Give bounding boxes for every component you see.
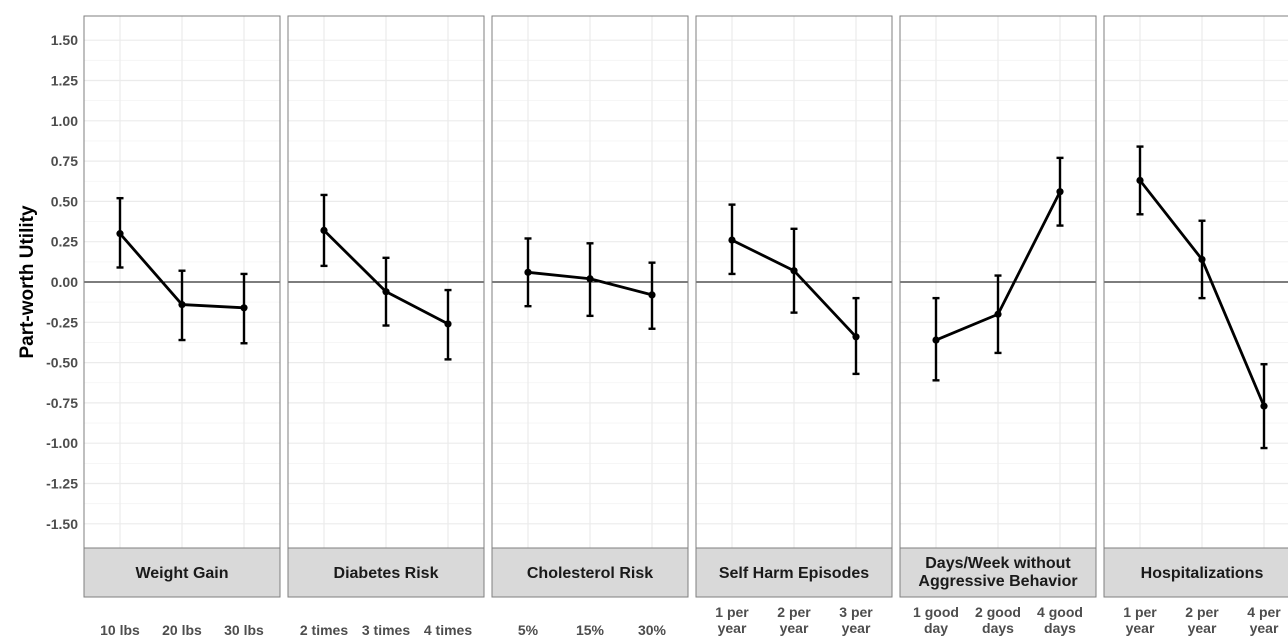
data-point [728, 236, 736, 244]
x-tick-label: day [924, 620, 948, 636]
facet-panel: Weight Gain 10 lbs 20 lbs 30 lbs [83, 15, 281, 637]
facet-label: Weight Gain [135, 565, 228, 582]
data-point [1260, 402, 1268, 410]
x-tick-label: year [1126, 620, 1155, 636]
facet-strip [695, 547, 893, 598]
y-tick-label: 1.25 [51, 72, 78, 88]
x-tick-label: year [842, 620, 871, 636]
data-point [1136, 176, 1144, 185]
x-tick-label: year [1188, 620, 1217, 636]
facet-label: Self Harm Episodes [719, 565, 869, 582]
facet-strip [1103, 547, 1288, 598]
data-point [790, 267, 798, 275]
facet-strip [83, 547, 281, 598]
data-point [586, 275, 594, 283]
y-tick-label: 1.50 [51, 32, 78, 48]
data-point [240, 304, 248, 312]
facet-label: Days/Week without [925, 555, 1071, 572]
data-point [648, 291, 656, 299]
x-tick-label: year [718, 620, 747, 636]
data-point [524, 268, 532, 276]
x-tick-label: 20 lbs [162, 622, 202, 637]
x-tick-label: 30 lbs [224, 622, 264, 637]
x-tick-label: 2 times [300, 622, 348, 637]
facet-panel: Cholesterol Risk 5% 15% 30% [491, 15, 689, 637]
x-tick-label: 2 per [1185, 604, 1219, 620]
y-tick-label: -0.50 [46, 355, 78, 371]
data-point [932, 336, 940, 344]
data-point [178, 300, 186, 309]
x-tick-label: 1 per [1123, 604, 1157, 620]
y-tick-label: 0.75 [51, 153, 78, 169]
x-tick-label: days [982, 620, 1014, 636]
y-tick-label: -0.25 [46, 314, 78, 330]
x-tick-label: 30% [638, 622, 667, 637]
y-tick-label: -1.50 [46, 516, 78, 532]
x-tick-label: 4 good [1037, 604, 1083, 620]
facet-label: Hospitalizations [1141, 565, 1264, 582]
x-tick-label: 10 lbs [100, 622, 140, 637]
x-tick-label: days [1044, 620, 1076, 636]
x-tick-label: year [780, 620, 809, 636]
data-point [994, 310, 1002, 318]
y-tick-label: 0.00 [51, 274, 78, 290]
facet-panel: Diabetes Risk 2 times 3 times 4 times [287, 15, 485, 637]
facet-strip [491, 547, 689, 598]
data-point [382, 288, 390, 296]
x-tick-label: 2 good [975, 604, 1021, 620]
data-point [116, 230, 124, 238]
data-point [320, 226, 328, 235]
x-tick-label: 1 good [913, 604, 959, 620]
y-tick-label: 1.00 [51, 113, 78, 129]
data-point [1198, 255, 1206, 264]
data-point [852, 333, 860, 341]
x-tick-label: 3 times [362, 622, 410, 637]
x-tick-label: 4 times [424, 622, 472, 637]
y-tick-label: -1.00 [46, 435, 78, 451]
x-tick-label: year [1250, 620, 1279, 636]
facet-label: Cholesterol Risk [527, 565, 653, 582]
data-point [444, 320, 452, 328]
facet-strip [899, 547, 1097, 598]
y-tick-label: 0.50 [51, 193, 78, 209]
facet-label: Aggressive Behavior [918, 573, 1077, 590]
y-tick-label: 0.25 [51, 234, 78, 250]
x-tick-label: 4 per [1247, 604, 1281, 620]
y-tick-label: -1.25 [46, 476, 78, 492]
plot-layer: 1.50 1.25 1.00 0.75 0.50 0.25 0.00 -0.25 -0.50 -0… [46, 15, 1288, 637]
x-tick-label: 5% [518, 622, 539, 637]
x-tick-label: 1 per [715, 604, 749, 620]
facet-label: Diabetes Risk [334, 565, 439, 582]
x-tick-label: 15% [576, 622, 605, 637]
x-tick-label: 3 per [839, 604, 873, 620]
y-tick-label: -0.75 [46, 395, 78, 411]
x-tick-label: 2 per [777, 604, 811, 620]
data-point [1056, 188, 1064, 196]
y-axis-label: Part-worth Utility [17, 205, 38, 358]
facet-strip [287, 547, 485, 598]
